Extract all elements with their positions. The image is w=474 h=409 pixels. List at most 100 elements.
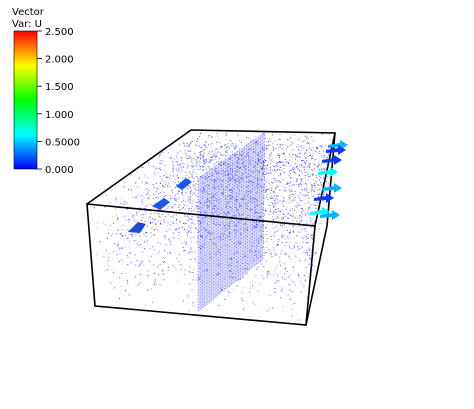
vector-point — [325, 145, 327, 147]
vector-point — [226, 147, 228, 148]
vector-point — [285, 215, 287, 217]
vector-point — [147, 198, 149, 199]
vector-point — [308, 242, 309, 243]
vector-point — [223, 172, 225, 174]
vector-point — [178, 254, 180, 256]
vector-point — [191, 174, 193, 175]
vector-point — [176, 156, 177, 158]
vector-point — [311, 184, 313, 186]
vector-point — [249, 241, 251, 243]
vector-point — [174, 187, 176, 188]
vector-point — [141, 214, 143, 216]
vector-point — [293, 154, 294, 155]
vector-point — [191, 159, 193, 161]
vector-point — [132, 216, 134, 218]
vector-point — [305, 242, 307, 244]
vector-point — [194, 209, 196, 211]
vector-point — [192, 279, 194, 281]
slice-streak — [233, 152, 236, 284]
vector-point — [256, 191, 258, 193]
vector-point — [296, 165, 298, 167]
vector-point — [211, 212, 213, 214]
vector-point — [205, 262, 207, 264]
vector-point — [270, 172, 272, 174]
vector-point — [238, 241, 240, 243]
vector-point — [159, 196, 161, 197]
vector-point — [241, 154, 243, 156]
vector-point — [271, 134, 273, 136]
vector-point — [299, 146, 301, 148]
vector-point — [239, 178, 241, 179]
vector-point — [124, 215, 126, 217]
vector-point — [183, 228, 185, 230]
vector-point — [317, 165, 319, 167]
vector-point — [206, 141, 208, 143]
vector-point — [130, 226, 132, 228]
vector-point — [182, 300, 184, 302]
vector-point — [235, 195, 237, 197]
vector-point — [192, 219, 194, 221]
vector-point — [114, 287, 116, 289]
vector-point — [222, 217, 224, 219]
vector-point — [210, 239, 211, 241]
vector-point — [195, 227, 197, 229]
vector-point — [188, 208, 190, 209]
vector-point — [181, 227, 183, 228]
vector-point — [302, 147, 303, 149]
vector-point — [196, 279, 198, 281]
vector-point — [208, 136, 210, 138]
vector-point — [213, 237, 215, 239]
vector-point — [154, 249, 156, 251]
vector-point — [251, 236, 253, 238]
vector-point — [255, 303, 257, 305]
vector-point — [213, 218, 215, 220]
vector-point — [288, 276, 290, 278]
vector-point — [200, 252, 202, 254]
vector-point — [206, 235, 208, 237]
vector-point — [196, 161, 197, 163]
vector-point — [172, 165, 174, 167]
vector-point — [305, 178, 307, 180]
vector-point — [267, 188, 269, 190]
vector-point — [241, 163, 243, 165]
velocity-arrow — [314, 193, 334, 203]
vector-point — [118, 242, 120, 244]
vector-point — [278, 162, 280, 164]
vector-point — [304, 214, 306, 216]
vector-point — [154, 272, 156, 274]
vector-point — [297, 153, 299, 155]
vector-point — [169, 228, 171, 230]
vector-point — [299, 150, 301, 152]
vector-point — [199, 136, 201, 138]
vector-point — [268, 271, 270, 273]
vector-point — [309, 206, 311, 207]
vector-point — [230, 169, 232, 171]
vector-point — [243, 256, 245, 257]
vector-point — [304, 161, 306, 163]
vector-point — [263, 149, 265, 151]
vector-point — [266, 164, 268, 166]
vector-point — [194, 184, 196, 186]
vector-point — [226, 214, 228, 216]
vector-point — [275, 165, 277, 166]
vector-point — [289, 202, 291, 204]
vector-point — [256, 182, 258, 184]
vector-point — [207, 176, 209, 178]
vector-point — [273, 142, 275, 144]
vector-point — [220, 147, 222, 149]
vector-point — [250, 208, 252, 210]
vector-point — [214, 182, 216, 184]
vector-point — [212, 205, 214, 207]
vector-point — [181, 166, 183, 168]
vector-point — [204, 211, 206, 213]
vector-point — [231, 218, 233, 220]
vector-point — [237, 198, 239, 200]
vector-point — [298, 274, 300, 276]
vector-point — [220, 239, 222, 241]
vector-point — [283, 213, 284, 215]
vector-point — [147, 289, 149, 291]
vector-point — [235, 170, 237, 172]
vector-point — [185, 223, 187, 224]
vector-point — [242, 199, 244, 201]
